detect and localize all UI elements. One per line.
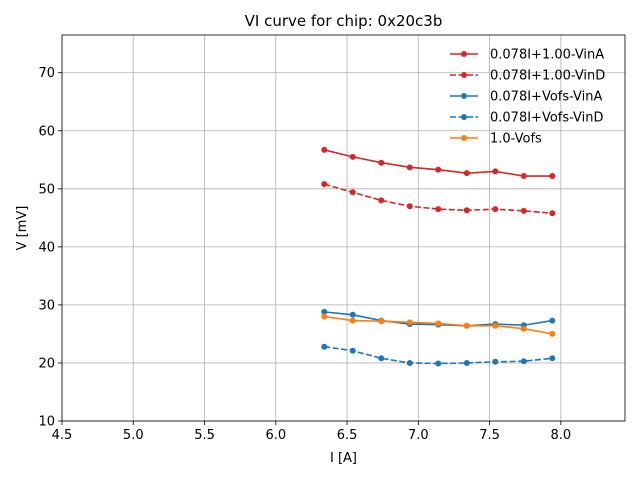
data-point xyxy=(492,358,499,365)
y-tick-label: 10 xyxy=(38,415,55,430)
legend-label: 0.078I+1.00-VinA xyxy=(490,48,604,63)
series-1 xyxy=(321,181,556,217)
data-point xyxy=(435,206,442,213)
data-point xyxy=(378,355,385,362)
data-point xyxy=(321,146,328,153)
plot-frame xyxy=(61,34,626,422)
legend-marker xyxy=(461,72,467,78)
data-point xyxy=(378,318,385,325)
data-point xyxy=(406,319,413,326)
data-point xyxy=(549,317,556,324)
legend-marker xyxy=(461,114,467,120)
legend-label: 1.0-Vofs xyxy=(490,132,542,147)
y-tick-label: 60 xyxy=(38,124,55,139)
y-tick-label: 20 xyxy=(38,356,55,371)
data-point xyxy=(349,311,356,318)
x-tick-label: 7.5 xyxy=(479,428,500,443)
legend: 0.078I+1.00-VinA 0.078I+1.00-VinD 0.078I+V… xyxy=(450,48,605,147)
data-point xyxy=(321,313,328,320)
legend-item: 0.078I+Vofs-VinD xyxy=(450,111,604,126)
data-point xyxy=(549,355,556,362)
x-tick-label: 4.5 xyxy=(52,428,73,443)
data-point xyxy=(321,308,328,315)
y-tick-label: 50 xyxy=(38,182,55,197)
data-point xyxy=(378,159,385,166)
series-line xyxy=(324,183,553,214)
y-tick-label: 40 xyxy=(38,240,55,255)
legend-label: 0.078I+Vofs-VinD xyxy=(490,111,604,126)
legend-marker xyxy=(461,51,467,57)
data-point xyxy=(520,207,527,214)
data-point xyxy=(520,173,527,180)
data-point xyxy=(549,210,556,217)
data-point xyxy=(549,173,556,180)
legend-item: 0.078I+1.00-VinA xyxy=(450,48,604,63)
data-point xyxy=(435,320,442,327)
legend-item: 0.078I+1.00-VinD xyxy=(450,69,605,84)
data-point xyxy=(492,322,499,329)
data-point xyxy=(378,197,385,204)
data-point xyxy=(349,189,356,196)
data-point xyxy=(520,325,527,332)
x-axis-label: I [A] xyxy=(330,451,357,466)
data-point xyxy=(463,359,470,366)
data-point xyxy=(406,203,413,210)
data-point xyxy=(549,330,556,337)
legend-item: 0.078I+Vofs-VinA xyxy=(450,90,603,105)
data-point xyxy=(349,317,356,324)
data-point xyxy=(520,358,527,365)
legend-label: 0.078I+Vofs-VinA xyxy=(490,90,603,105)
x-tick-label: 8.0 xyxy=(551,428,572,443)
legend-marker xyxy=(461,93,467,99)
series-3 xyxy=(321,343,556,367)
y-tick-label: 30 xyxy=(38,298,55,313)
series-group xyxy=(321,146,556,367)
data-point xyxy=(463,322,470,329)
data-point xyxy=(492,206,499,213)
legend-item: 1.0-Vofs xyxy=(450,132,542,147)
x-tick-label: 5.0 xyxy=(123,428,144,443)
data-point xyxy=(321,343,328,350)
x-tick-label: 6.5 xyxy=(337,428,358,443)
legend-label: 0.078I+1.00-VinD xyxy=(490,69,605,84)
data-point xyxy=(349,347,356,354)
y-axis-label: V [mV] xyxy=(15,206,30,251)
x-tick-label: 5.5 xyxy=(194,428,215,443)
data-point xyxy=(406,164,413,171)
data-point xyxy=(463,170,470,177)
axis-ticks: 4.5 5.0 5.5 6.0 6.5 7.0 7.5 8.0 10 20 30 40 50 60 70 xyxy=(38,66,571,443)
data-point xyxy=(349,153,356,160)
series-0 xyxy=(321,146,556,180)
data-point xyxy=(406,359,413,366)
data-point xyxy=(435,166,442,173)
x-tick-label: 7.0 xyxy=(408,428,429,443)
legend-marker xyxy=(461,135,467,141)
data-point xyxy=(321,181,328,188)
data-point xyxy=(435,360,442,367)
series-4 xyxy=(321,313,556,337)
data-point xyxy=(463,207,470,214)
data-point xyxy=(492,168,499,175)
x-tick-label: 6.0 xyxy=(265,428,286,443)
chart-title: VI curve for chip: 0x20c3b xyxy=(245,12,443,30)
y-tick-label: 70 xyxy=(38,66,55,81)
